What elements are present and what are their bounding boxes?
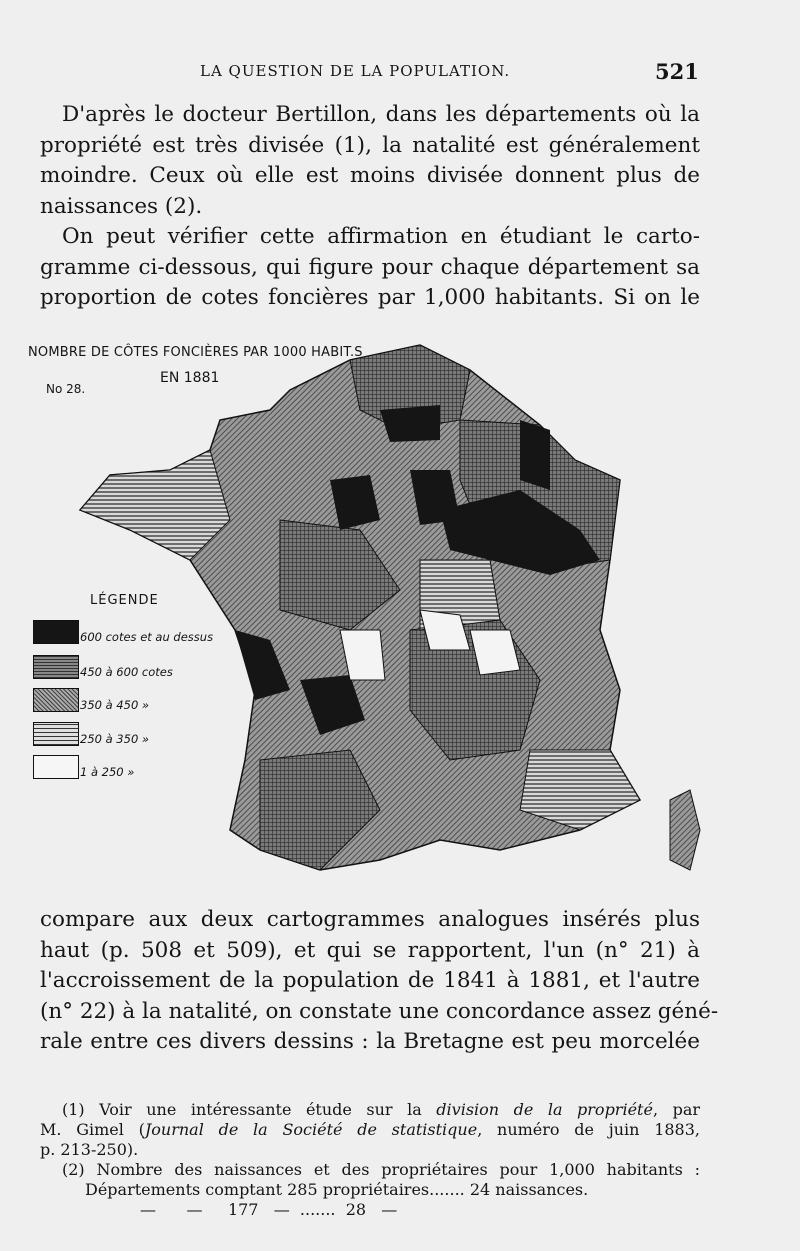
legend-swatch-black (33, 620, 79, 644)
legend-swatch-diagonal (33, 688, 79, 712)
text-line: proportion de cotes foncières par 1,000 … (40, 285, 700, 310)
region-horizontal (519, 749, 641, 831)
region-black (520, 420, 550, 490)
paragraph-2: On peut vérifier cette affirmation en ét… (40, 222, 700, 314)
text-line: propriété est très divisée (1), la natal… (40, 132, 700, 158)
page-number: 521 (655, 59, 699, 84)
footnote-2-line: — — 177 — ....... 28 — (140, 1200, 398, 1219)
text-line: D'après le docteur Bertillon, dans les d… (62, 102, 700, 127)
paragraph-1: D'après le docteur Bertillon, dans les d… (40, 100, 700, 222)
legend-swatch-crosshatch (33, 655, 79, 679)
region-white (339, 629, 386, 681)
text-line: On peut vérifier cette affirmation en ét… (62, 224, 700, 249)
region-horizontal (79, 449, 231, 561)
footnotes: (1) Voir une intéressante étude sur la d… (40, 1100, 700, 1220)
france-cartogram (78, 344, 701, 871)
legend-swatch-horizontal (33, 722, 79, 746)
footnote-1-line: p. 213-250). (40, 1140, 139, 1159)
text-line: compare aux deux cartogrammes analogues … (40, 907, 700, 932)
footnote-1-line: (1) Voir une intéressante étude sur la d… (62, 1100, 701, 1119)
map-title: NOMBRE DE CÔTES FONCIÈRES PAR 1000 HABIT… (28, 345, 363, 360)
running-title: LA QUESTION DE LA POPULATION. (200, 62, 511, 80)
legend-swatch-white (33, 755, 79, 779)
region-black (440, 490, 600, 575)
text-line: gramme ci-dessous, qui figure pour chaqu… (40, 254, 700, 280)
text-line: l'accroissement de la population de 1841… (40, 968, 700, 993)
legend-title: LÉGENDE (90, 593, 159, 608)
text-line: haut (p. 508 et 509), et qui se rapporte… (40, 937, 700, 963)
legend-label: 600 cotes et au dessus (80, 630, 214, 644)
footnote-1-line: M. Gimel (Journal de la Société de stati… (40, 1120, 700, 1139)
text-line: moindre. Ceux où elle est moins divisée … (40, 163, 700, 188)
legend-label: 250 à 350 » (80, 732, 150, 746)
text-line: naissances (2). (40, 193, 203, 219)
running-header: LA QUESTION DE LA POPULATION. 521 (0, 59, 800, 86)
region-white (469, 629, 521, 676)
region-white (419, 609, 471, 651)
text-line: rale entre ces divers dessins : la Breta… (40, 1029, 700, 1054)
corsica (669, 789, 701, 871)
footnote-2-line: (2) Nombre des naissances et des proprié… (62, 1160, 700, 1179)
region-black (300, 675, 365, 735)
text-line: (n° 22) à la natalité, on constate une c… (40, 998, 719, 1024)
map-year: EN 1881 (160, 370, 220, 386)
region-black (380, 405, 440, 442)
map-number: No 28. (46, 382, 86, 396)
legend-label: 350 à 450 » (80, 698, 150, 712)
region-crosshatch (259, 749, 381, 871)
region-black (235, 630, 290, 700)
paragraph-3: compare aux deux cartogrammes analogues … (40, 905, 719, 1058)
region-black (330, 475, 380, 530)
legend-label: 1 à 250 » (80, 765, 135, 779)
footnote-2-line: Départements comptant 285 propriétaires.… (85, 1180, 589, 1199)
legend-label: 450 à 600 cotes (80, 665, 173, 679)
